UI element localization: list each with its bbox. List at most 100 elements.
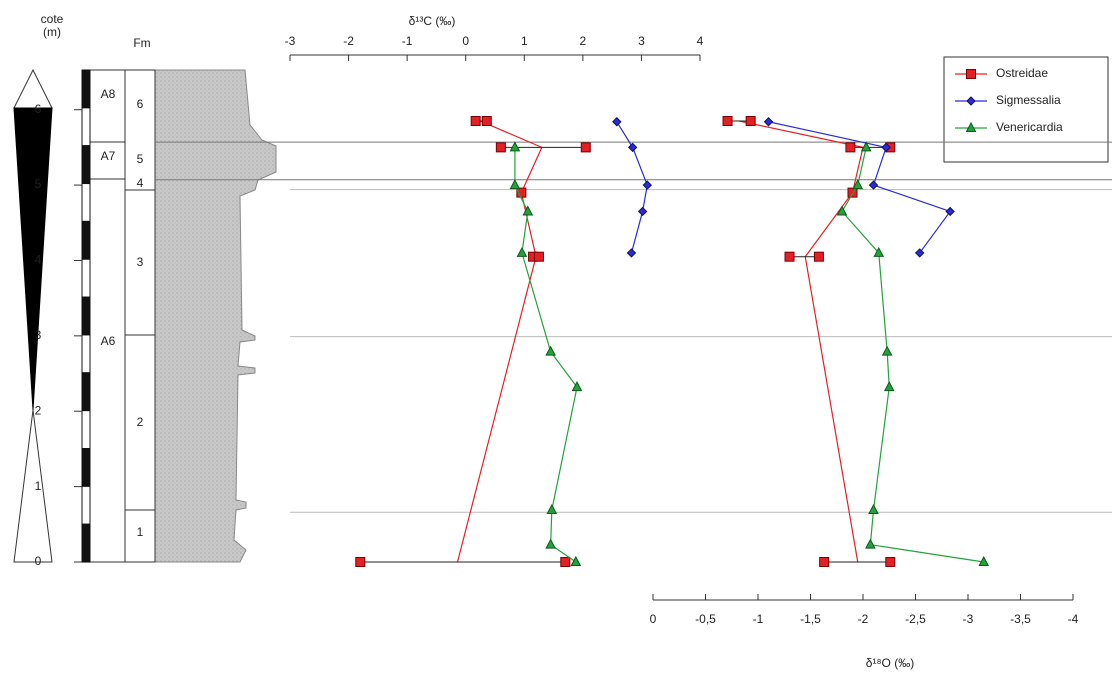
- fm-number: 3: [137, 255, 144, 269]
- legend-label: Ostreidae: [996, 66, 1048, 80]
- scale-bar: [81, 69, 91, 563]
- trend-triangle: [13, 409, 53, 563]
- marker: [868, 180, 879, 190]
- scale-block: [81, 296, 91, 336]
- scale-block: [81, 183, 91, 222]
- marker: [819, 557, 830, 567]
- y-tick-label: 3: [35, 328, 42, 342]
- marker: [784, 251, 795, 262]
- y-tick-label: 5: [35, 177, 42, 191]
- scale-block: [81, 107, 91, 147]
- marker: [355, 557, 366, 567]
- marker: [626, 248, 637, 258]
- unit-column: [89, 69, 126, 563]
- x2-tick-label: -3,5: [1010, 612, 1031, 626]
- scale-block: [81, 69, 91, 109]
- scale-block: [81, 220, 91, 260]
- trend-triangle: [13, 107, 53, 411]
- fm-number: 1: [137, 525, 144, 539]
- marker: [509, 141, 521, 152]
- series-line: [456, 120, 543, 563]
- marker: [868, 503, 879, 514]
- marker: [914, 248, 925, 258]
- marker: [873, 246, 885, 257]
- marker: [852, 179, 864, 190]
- scale-block: [81, 372, 91, 412]
- fm-number: 2: [137, 415, 144, 429]
- x-tick-label: 1: [521, 34, 528, 48]
- fm-number: 5: [137, 152, 144, 166]
- marker: [885, 557, 896, 567]
- marker: [546, 503, 558, 514]
- marker: [570, 555, 582, 566]
- marker: [627, 142, 638, 153]
- x-tick-label: 4: [697, 34, 704, 48]
- scale-block: [81, 334, 91, 374]
- depth-unit: (m): [43, 25, 61, 39]
- fm-label: Fm: [133, 36, 150, 50]
- y-tick-label: 1: [35, 479, 42, 493]
- scale-block: [81, 410, 91, 449]
- series-line: [841, 147, 984, 563]
- lithology: [154, 69, 277, 563]
- marker: [845, 142, 856, 153]
- x2-tick-label: -3: [963, 612, 974, 626]
- marker: [865, 538, 876, 549]
- legend-marker: [966, 96, 976, 106]
- scale-block: [81, 523, 91, 563]
- marker: [612, 117, 622, 127]
- depth-label: cote: [41, 12, 64, 26]
- scale-block: [81, 448, 91, 487]
- legend-marker: [966, 69, 976, 79]
- marker: [481, 116, 492, 126]
- marker: [533, 251, 544, 262]
- x-tick-label: 3: [638, 34, 645, 48]
- y-tick-label: 6: [35, 102, 42, 116]
- marker: [836, 205, 848, 216]
- legend-marker: [965, 121, 977, 132]
- trend-triangle: [13, 68, 53, 109]
- marker: [580, 142, 591, 153]
- series-line: [616, 121, 648, 254]
- legend: [943, 56, 1109, 163]
- legend-label: Venericardia: [996, 120, 1063, 134]
- y-tick-label: 4: [35, 253, 42, 267]
- x-tick-label: -2: [343, 34, 354, 48]
- marker: [509, 179, 521, 190]
- x2-tick-label: -0,5: [695, 612, 716, 626]
- x2-tick-label: -2,5: [905, 612, 926, 626]
- x2-tick-label: 0: [650, 612, 657, 626]
- marker: [522, 205, 534, 216]
- x2-axis-title: δ¹⁸O (‰): [866, 656, 914, 670]
- marker: [571, 381, 583, 392]
- scale-block: [81, 145, 91, 185]
- marker: [860, 141, 872, 152]
- marker: [881, 142, 891, 153]
- marker: [495, 142, 506, 153]
- marker: [745, 116, 756, 126]
- marker: [881, 345, 893, 356]
- marker: [545, 345, 556, 356]
- marker: [945, 206, 955, 217]
- legend-label: Sigmessalia: [996, 93, 1061, 107]
- marker: [516, 246, 528, 257]
- marker: [642, 180, 652, 190]
- x-tick-label: 2: [580, 34, 587, 48]
- scale-block: [81, 485, 91, 525]
- marker: [545, 538, 556, 549]
- unit-label: A7: [101, 149, 116, 163]
- x-tick-label: -1: [402, 34, 413, 48]
- y-tick-label: 0: [35, 554, 42, 568]
- marker: [978, 555, 990, 566]
- unit-label: A6: [101, 334, 116, 348]
- x2-tick-label: -2: [858, 612, 869, 626]
- marker: [560, 557, 571, 567]
- strat-column: cote (m) Fm A8 A7 A6 6 5 4 3 2 1: [13, 12, 277, 563]
- marker: [883, 381, 895, 392]
- x-tick-label: 0: [462, 34, 469, 48]
- fm-number: 4: [137, 176, 144, 190]
- marker: [763, 117, 774, 127]
- scale-block: [81, 258, 91, 298]
- x-tick-label: -3: [285, 34, 296, 48]
- marker: [637, 206, 648, 217]
